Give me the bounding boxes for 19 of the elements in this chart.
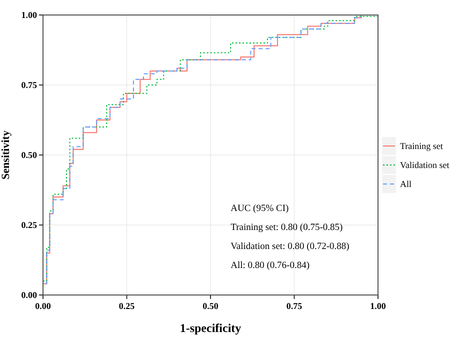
annotation: AUC (95% CI): [230, 204, 289, 214]
x-tick-label: 0.75: [286, 301, 303, 311]
y-axis-title: Sensitivity: [0, 130, 12, 180]
x-tick-label: 0.25: [118, 301, 136, 311]
x-axis-title: 1-specificity: [180, 321, 242, 335]
x-tick-label: 0.00: [35, 301, 52, 311]
x-tick-label: 1.00: [370, 301, 386, 311]
x-tick-label: 0.50: [202, 301, 219, 311]
legend-label: Training set: [400, 141, 444, 151]
legend-label: All: [400, 179, 412, 189]
y-tick-label: 0.50: [21, 150, 38, 160]
y-tick-label: 0.00: [21, 290, 38, 300]
y-tick-label: 1.00: [21, 10, 38, 20]
annotation: All: 0.80 (0.76-0.84): [230, 261, 310, 271]
y-tick-label: 0.25: [21, 220, 38, 230]
annotation: Validation set: 0.80 (0.72-0.88): [230, 242, 350, 252]
legend-label: Validation set: [400, 160, 450, 170]
annotation: Training set: 0.80 (0.75-0.85): [230, 223, 343, 233]
y-tick-label: 0.75: [21, 80, 38, 90]
